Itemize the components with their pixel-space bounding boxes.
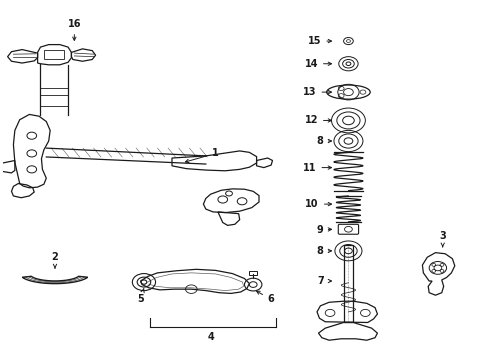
Text: 9: 9: [315, 225, 331, 235]
Text: 1: 1: [185, 148, 219, 163]
Text: 12: 12: [304, 116, 331, 125]
Text: 16: 16: [67, 19, 81, 40]
Bar: [343, 244, 352, 323]
Text: 7: 7: [317, 276, 331, 286]
Text: 5: 5: [137, 288, 144, 304]
Text: 14: 14: [304, 59, 331, 69]
Text: 11: 11: [303, 163, 331, 172]
Text: 13: 13: [303, 87, 331, 97]
Bar: [44, 50, 64, 59]
Text: 4: 4: [207, 332, 214, 342]
Text: 8: 8: [315, 136, 331, 146]
Text: 8: 8: [315, 246, 331, 256]
Text: 3: 3: [438, 231, 445, 247]
Text: 10: 10: [305, 199, 331, 209]
Text: 2: 2: [52, 252, 58, 268]
Text: 15: 15: [307, 36, 331, 46]
Bar: [249, 271, 257, 275]
Text: 6: 6: [256, 291, 274, 305]
